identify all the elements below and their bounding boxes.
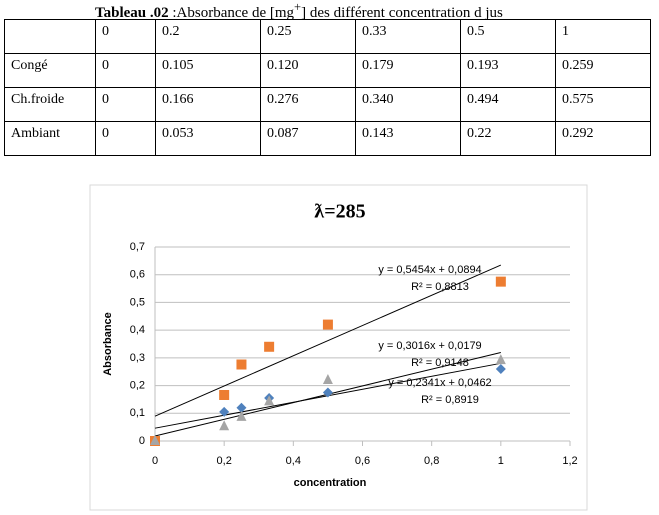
trendline-r2: R² = 0,8919 — [421, 394, 479, 406]
trendline-equation: y = 0,5454x + 0,0894 — [378, 264, 481, 276]
y-tick-label: 0,1 — [130, 407, 145, 419]
data-point — [236, 402, 247, 413]
y-axis-title: Absorbance — [102, 312, 114, 376]
y-tick-label: 0,7 — [130, 241, 145, 253]
data-point — [150, 435, 160, 445]
table-cell: 0.22 — [460, 121, 556, 156]
table-cell: 0.053 — [155, 121, 261, 156]
data-point — [219, 389, 230, 400]
table-header-cell: 0.2 — [155, 19, 261, 54]
data-point — [495, 276, 506, 287]
data-point — [219, 406, 230, 417]
table-cell: 0.143 — [355, 121, 461, 156]
table-cell: 0.166 — [155, 87, 261, 122]
data-point — [264, 341, 275, 352]
x-tick-label: 0,6 — [355, 455, 370, 467]
data-point — [495, 363, 506, 374]
y-tick-label: 0,6 — [130, 269, 145, 281]
x-tick-label: 0 — [152, 455, 158, 467]
table-header-cell: 0.25 — [260, 19, 356, 54]
trendline-r2: R² = 0,9148 — [411, 357, 469, 369]
chart-title: ƛ=285 — [314, 201, 365, 223]
table-header-cell: 0 — [95, 19, 156, 54]
table-row: 0 0.2 0.25 0.33 0.5 1 — [4, 19, 651, 54]
data-point — [236, 410, 247, 421]
y-tick-label: 0,3 — [130, 352, 145, 364]
table-cell: 0.259 — [555, 53, 651, 88]
trendline-r2: R² = 0,8813 — [411, 281, 469, 293]
y-tick-label: 0,2 — [130, 379, 145, 391]
table-header-cell: 0.5 — [460, 19, 556, 54]
table-row: Congé 0 0.105 0.120 0.179 0.193 0.259 — [4, 53, 651, 88]
table-cell: 0 — [95, 87, 156, 122]
table-cell: 0.087 — [260, 121, 356, 156]
trendline — [154, 264, 502, 417]
table-cell: 0.340 — [355, 87, 461, 122]
x-tick-label: 1,2 — [562, 455, 577, 467]
y-tick-label: 0,4 — [130, 324, 145, 336]
table-cell: 0.292 — [555, 121, 651, 156]
table-row: Ch.froide 0 0.166 0.276 0.340 0.494 0.575 — [4, 87, 651, 122]
table-row: Ambiant 0 0.053 0.087 0.143 0.22 0.292 — [4, 121, 651, 156]
trendline-equation: y = 0,3016x + 0,0179 — [378, 340, 481, 352]
x-tick-label: 0,2 — [217, 455, 232, 467]
caption-label: Tableau .02 — [95, 5, 169, 21]
caption-sup: + — [294, 0, 302, 14]
table-cell: 0.105 — [155, 53, 261, 88]
x-tick-label: 1 — [498, 455, 504, 467]
x-tick-label: 0,4 — [286, 455, 301, 467]
data-point — [264, 395, 275, 406]
table-caption: Tableau .02 :Absorbance de [mg+] des dif… — [95, 0, 503, 22]
table-cell: 0 — [95, 121, 156, 156]
data-point — [322, 387, 333, 398]
data-point — [219, 420, 230, 431]
chart-frame — [89, 184, 588, 511]
y-tick-label: 0,5 — [130, 296, 145, 308]
data-point — [236, 359, 247, 370]
table-cell: 0.193 — [460, 53, 556, 88]
x-axis-title: concentration — [294, 477, 367, 489]
table-cell: Ambiant — [4, 121, 96, 156]
table-cell: 0.575 — [555, 87, 651, 122]
data-table: 0 0.2 0.25 0.33 0.5 1 Congé 0 0.105 0.120 0.179 0.1… — [4, 19, 651, 156]
caption-text: :Absorbance de [mg — [172, 5, 295, 21]
data-point — [495, 354, 506, 365]
table-header-cell: 1 — [555, 19, 651, 54]
data-point — [322, 374, 333, 385]
table-cell: Congé — [4, 53, 96, 88]
trendline-equation: y = 0,2341x + 0,0462 — [388, 377, 491, 389]
caption-text: ] des différent concentration d jus — [301, 5, 503, 21]
data-point — [322, 319, 333, 330]
y-tick-label: 0 — [139, 435, 145, 447]
x-tick-label: 0,8 — [424, 455, 439, 467]
